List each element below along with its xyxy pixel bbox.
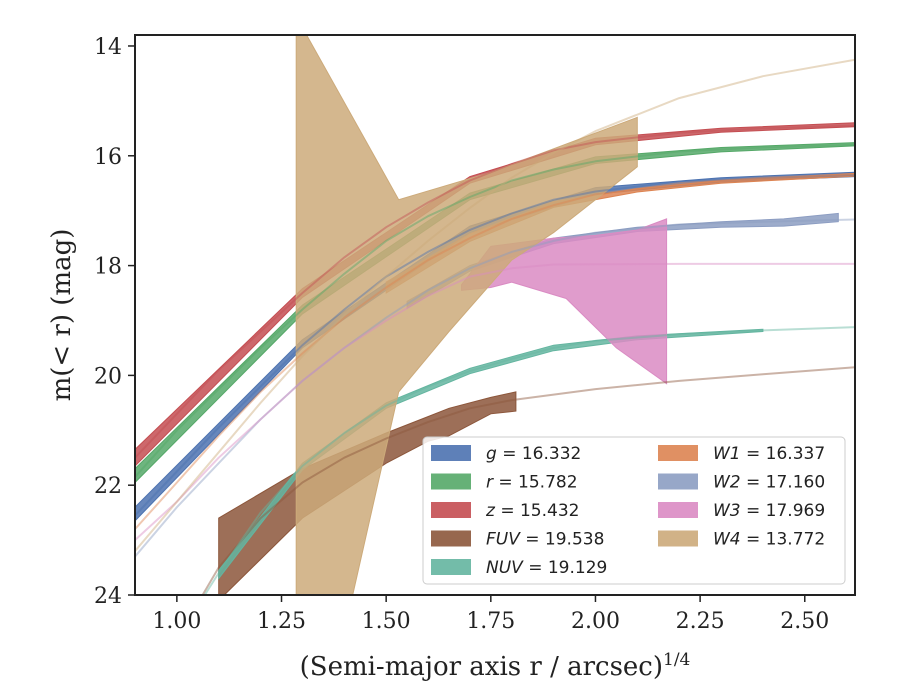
legend-label-z: z = 15.432 [485,501,579,521]
x-tick-label: 2.00 [571,609,620,634]
y-tick-label: 14 [94,35,122,60]
legend-swatch-w2 [658,473,698,490]
legend-label-g: g = 16.332 [486,444,581,464]
y-tick-label: 16 [94,145,122,170]
y-tick-label: 18 [94,255,122,280]
legend-label-w1: W1 = 16.337 [713,444,825,464]
curve-w2 [135,218,855,558]
legend-label-w3: W3 = 17.969 [713,501,825,521]
y-tick-label: 22 [94,474,122,499]
legend-swatch-nuv [431,559,471,575]
curve-fuv [201,366,855,595]
legend-label-fuv: FUV = 19.538 [486,530,604,550]
legend-box [422,436,846,585]
x-axis-label: (Semi-major axis r / arcsec)1/4 [300,650,691,682]
y-tick-label: 24 [94,584,122,609]
y-tick-label: 20 [94,364,122,389]
y-axis-ticks: 14 16 18 20 22 24 [94,35,135,609]
legend-label-r: r = 15.782 [486,473,578,493]
legend-label-w4: W4 = 13.772 [713,530,825,550]
x-tick-label: 1.75 [466,609,515,634]
band-w3 [461,218,668,385]
curve-w1 [135,173,855,530]
x-axis-label-exponent: 1/4 [663,650,690,670]
curve-z [135,124,855,459]
x-tick-label: 2.50 [780,609,829,634]
x-axis-label-text: (Semi-major axis r / arcsec) [300,652,663,682]
model-curves [135,58,855,595]
curve-w4 [135,58,855,552]
x-axis-ticks: 1.00 1.25 1.50 1.75 2.00 2.25 2.50 [152,595,829,634]
plot-frame [134,34,856,596]
legend-swatch-r [431,473,471,490]
legend-swatch-w4 [658,530,698,547]
uncertainty-bands [135,35,855,595]
legend-swatch-g [431,445,471,461]
legend-label-nuv: NUV = 19.129 [486,558,607,578]
curve-nuv [203,326,855,595]
legend-swatch-fuv [431,530,471,547]
y-axis-label: m(< r) (mag) [47,229,77,402]
x-tick-label: 1.25 [257,609,306,634]
legend-swatch-z [431,502,471,518]
curve-w3 [135,262,855,541]
x-tick-label: 1.00 [152,609,201,634]
curve-g [135,174,855,517]
legend-swatch-w3 [658,502,698,518]
legend: g = 16.332 r = 15.782 z = 15.432 FUV = 19.5… [422,436,846,585]
x-tick-label: 2.25 [676,609,725,634]
x-tick-label: 1.50 [362,609,411,634]
curve-r [135,143,855,478]
band-w4 [295,35,638,595]
legend-swatch-w1 [658,445,698,461]
legend-label-w2: W2 = 17.160 [713,473,825,493]
